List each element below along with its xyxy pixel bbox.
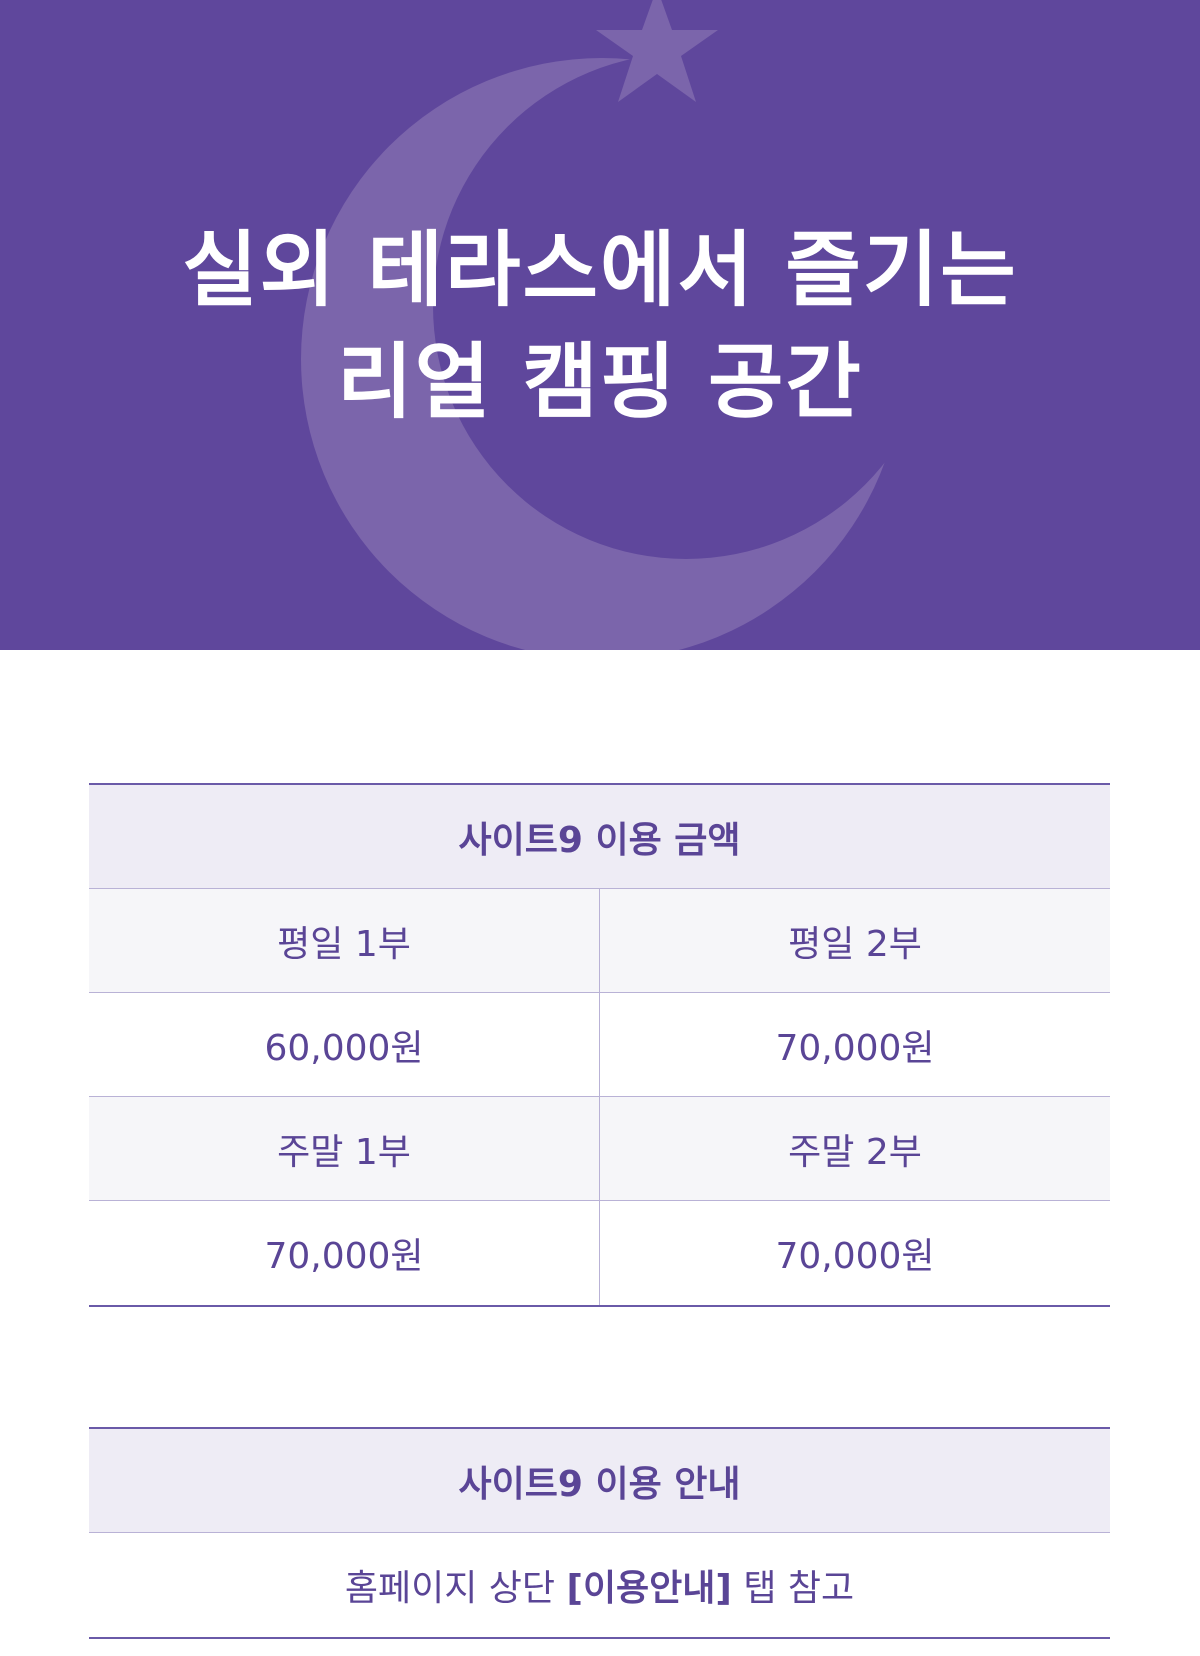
table-row: 60,000원 70,000원 <box>89 993 1110 1097</box>
hero-banner: 실외 테라스에서 즐기는 리얼 캠핑 공간 <box>0 0 1200 650</box>
table-cell: 평일 2부 <box>599 889 1110 992</box>
table-row: 평일 1부 평일 2부 <box>89 889 1110 993</box>
table-cell: 주말 2부 <box>599 1097 1110 1200</box>
table-cell: 60,000원 <box>264 1027 424 1069</box>
price-table: 사이트9 이용 금액 평일 1부 평일 2부 60,000원 70,000원 주… <box>89 783 1110 1307</box>
table-header: 사이트9 이용 안내 <box>458 1463 741 1505</box>
table-row: 주말 1부 주말 2부 <box>89 1097 1110 1201</box>
star-icon <box>596 0 718 102</box>
table-cell: 70,000원 <box>264 1236 424 1277</box>
info-table: 사이트9 이용 안내 홈페이지 상단 [이용안내] 탭 참고 <box>89 1427 1110 1639</box>
table-row: 70,000원 70,000원 <box>89 1201 1110 1305</box>
info-text: 홈페이지 상단 [이용안내] 탭 참고 <box>89 1533 1110 1637</box>
table-cell: 70,000원 <box>599 1201 1110 1305</box>
info-link-text: [이용안내] <box>566 1568 732 1609</box>
table-cell: 평일 1부 <box>277 923 411 965</box>
table-row: 홈페이지 상단 [이용안내] 탭 참고 <box>89 1533 1110 1637</box>
table-header: 사이트9 이용 금액 <box>458 819 741 861</box>
crescent-moon-icon <box>301 0 903 650</box>
page-title: 실외 테라스에서 즐기는 리얼 캠핑 공간 <box>182 223 1018 430</box>
table-cell: 70,000원 <box>599 993 1110 1096</box>
table-cell: 주말 1부 <box>277 1131 411 1173</box>
